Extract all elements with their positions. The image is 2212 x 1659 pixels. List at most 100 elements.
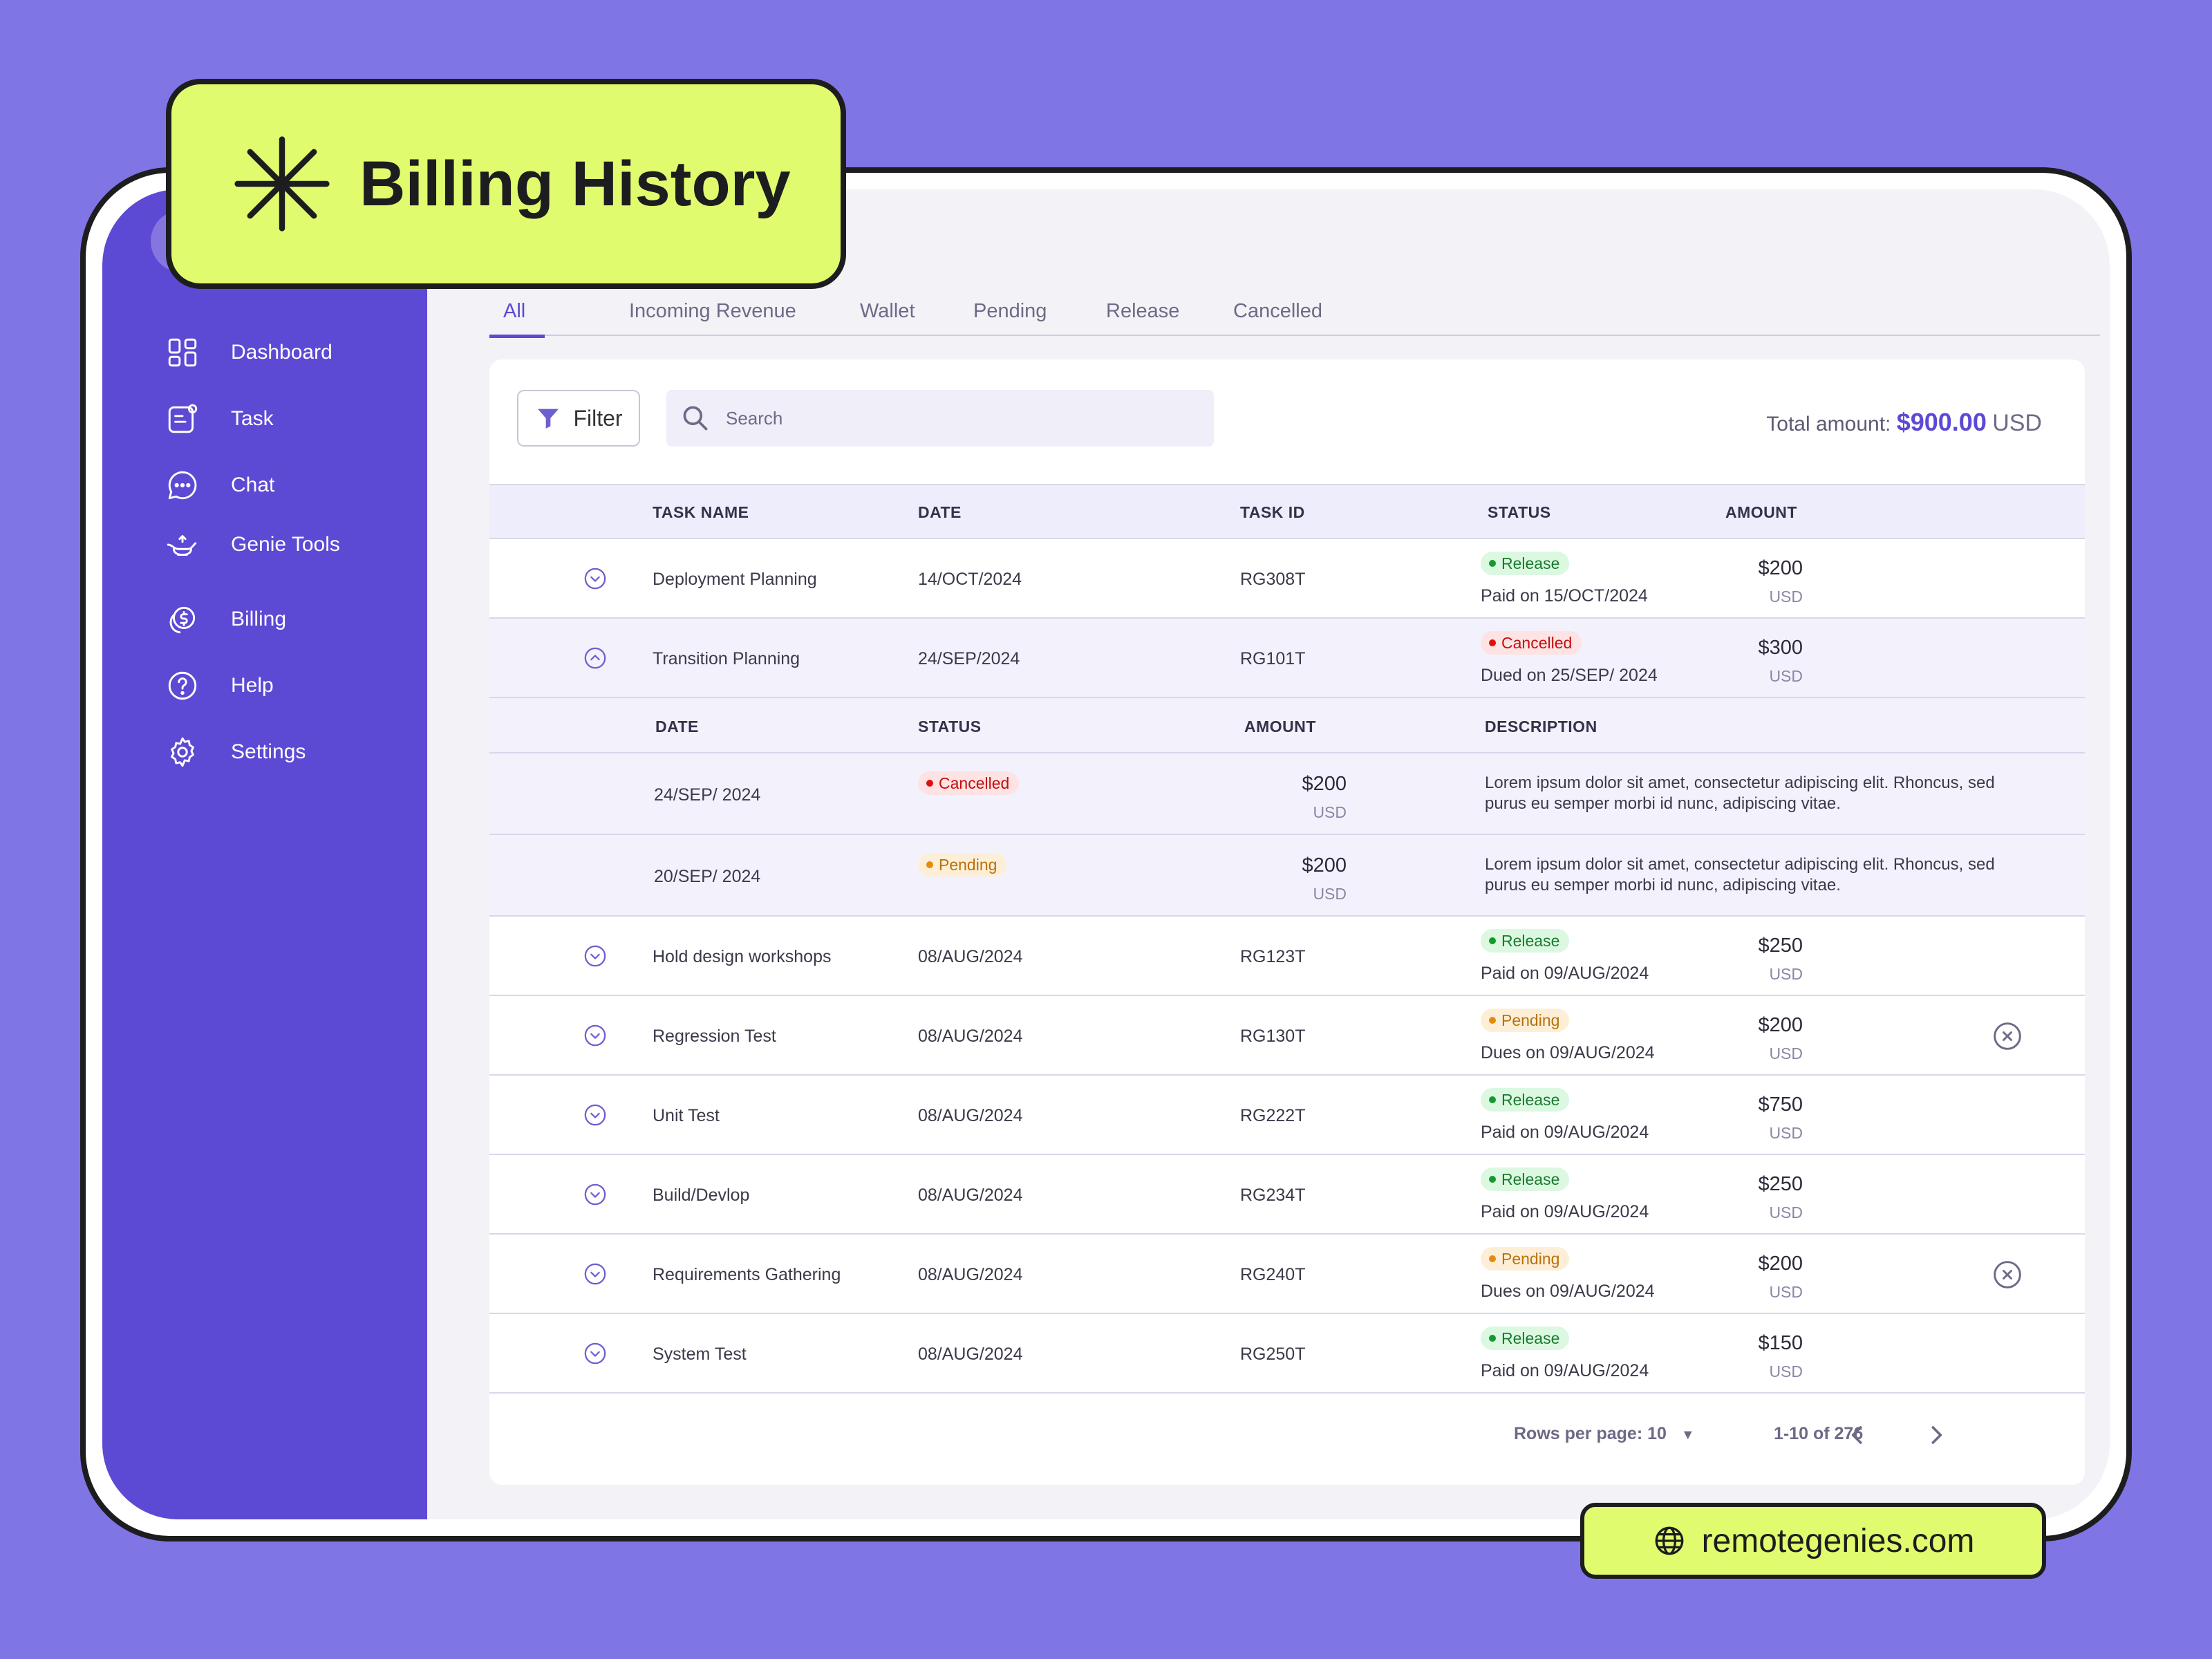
- cancel-icon[interactable]: [1992, 1021, 2023, 1051]
- currency: USD: [1769, 1203, 1803, 1221]
- total-label: Total amount:: [1766, 413, 1891, 435]
- task-id: RG101T: [1240, 649, 1306, 668]
- chevron-down-icon[interactable]: [583, 567, 607, 590]
- table-footer: Rows per page: 10 ▼ 1-10 of 276: [489, 1403, 2085, 1465]
- task-date: 08/AUG/2024: [918, 1265, 1023, 1284]
- payment-date: 20/SEP/ 2024: [654, 867, 761, 886]
- table-row[interactable]: System Test 08/AUG/2024 RG250T Release Paid …: [489, 1313, 2085, 1392]
- rows-per-page-select[interactable]: Rows per page: 10 ▼: [1514, 1424, 1695, 1444]
- amount: $750: [1758, 1094, 1803, 1116]
- tab-cancelled[interactable]: Cancelled: [1233, 300, 1322, 322]
- currency: USD: [1769, 667, 1803, 685]
- sidebar-item-settings[interactable]: Settings: [165, 731, 306, 773]
- tab-wallet[interactable]: Wallet: [860, 300, 915, 322]
- sidebar-item-billing[interactable]: Billing: [165, 599, 286, 640]
- status-note: Paid on 09/AUG/2024: [1481, 964, 1649, 983]
- tab-bar: All Incoming Revenue Wallet Pending Release C…: [489, 272, 2100, 338]
- status-note: Paid on 09/AUG/2024: [1481, 1361, 1649, 1380]
- chevron-down-icon[interactable]: [583, 944, 607, 968]
- total-amount: Total amount: $900.00 USD: [1766, 408, 2042, 437]
- column-header: TASK ID: [1240, 503, 1305, 521]
- sidebar-item-task[interactable]: Task: [165, 398, 274, 440]
- expanded-column-header: DATE: [655, 718, 699, 735]
- table-row[interactable]: Transition Planning 24/SEP/2024 RG101T Canc…: [489, 617, 2085, 697]
- chevron-down-icon[interactable]: [583, 1103, 607, 1127]
- tab-incoming-revenue[interactable]: Incoming Revenue: [629, 300, 796, 322]
- column-header: TASK NAME: [653, 503, 749, 521]
- payment-currency: USD: [1313, 885, 1347, 903]
- page-range: 1-10 of 276: [1774, 1424, 1864, 1443]
- task-date: 08/AUG/2024: [918, 1106, 1023, 1125]
- tab-all[interactable]: All: [503, 300, 526, 322]
- tab-release[interactable]: Release: [1106, 300, 1180, 322]
- task-id: RG240T: [1240, 1265, 1306, 1284]
- table-row[interactable]: Deployment Planning 14/OCT/2024 RG308T Rele…: [489, 538, 2085, 617]
- genie-lamp-icon: [165, 527, 200, 563]
- sidebar-item-dashboard[interactable]: Dashboard: [165, 332, 332, 373]
- sidebar-item-label: Billing: [231, 608, 287, 630]
- active-tab-indicator: [489, 335, 545, 338]
- table-row[interactable]: Build/Devlop 08/AUG/2024 RG234T Release Paid…: [489, 1154, 2085, 1233]
- sidebar-item-help[interactable]: Help: [165, 665, 274, 706]
- status-dot: [1489, 937, 1496, 944]
- status-text: Release: [1501, 1329, 1560, 1347]
- table-row[interactable]: Requirements Gathering 08/AUG/2024 RG240T P…: [489, 1233, 2085, 1313]
- chevron-down-icon[interactable]: [583, 1024, 607, 1047]
- search-input[interactable]: [726, 407, 1210, 429]
- title-sticker: Billing History: [166, 79, 846, 289]
- payment-amount: $200: [1302, 854, 1347, 877]
- sidebar-item-label: Task: [231, 407, 274, 430]
- payment-description: Lorem ipsum dolor sit amet, consectetur …: [1485, 774, 1995, 813]
- sidebar: Dashboard Task Chat Genie Tools Billing …: [102, 189, 427, 1519]
- task-name: Deployment Planning: [653, 570, 817, 589]
- task-name: Build/Devlop: [653, 1185, 750, 1205]
- prev-page-icon[interactable]: [1843, 1420, 1873, 1450]
- status-dot: [1489, 1255, 1496, 1262]
- sidebar-item-label: Dashboard: [231, 341, 332, 364]
- status-text: Pending: [1501, 1011, 1560, 1029]
- currency: USD: [1769, 965, 1803, 983]
- amount: $200: [1758, 557, 1803, 579]
- status-note: Paid on 09/AUG/2024: [1481, 1202, 1649, 1221]
- search-icon: [683, 406, 708, 431]
- search-box[interactable]: [666, 390, 1214, 447]
- currency: USD: [1769, 1362, 1803, 1380]
- page-title: Billing History: [359, 148, 791, 219]
- tab-pending[interactable]: Pending: [973, 300, 1047, 322]
- status-note: Dued on 25/SEP/ 2024: [1481, 666, 1658, 685]
- currency: USD: [1769, 1044, 1803, 1062]
- task-name: Unit Test: [653, 1106, 720, 1125]
- task-date: 08/AUG/2024: [918, 1185, 1023, 1205]
- table-header: TASK NAME DATE TASK ID STATUS AMOUNT: [489, 484, 2085, 538]
- url-badge[interactable]: remotegenies.com: [1580, 1503, 2046, 1579]
- next-page-icon[interactable]: [1920, 1420, 1951, 1450]
- table-row[interactable]: Hold design workshops 08/AUG/2024 RG123T Re…: [489, 915, 2085, 995]
- status-badge: Release: [1481, 1168, 1570, 1191]
- task-name: Regression Test: [653, 1027, 776, 1046]
- sidebar-item-label: Genie Tools: [231, 533, 340, 556]
- status-text: Release: [1501, 554, 1560, 572]
- sidebar-item-genie-tools[interactable]: Genie Tools: [165, 524, 340, 565]
- chevron-down-icon[interactable]: [583, 1342, 607, 1365]
- url-text: remotegenies.com: [1701, 1522, 1975, 1559]
- sidebar-item-chat[interactable]: Chat: [165, 465, 274, 506]
- status-text: Release: [1501, 1090, 1560, 1109]
- chevron-up-icon[interactable]: [583, 646, 607, 670]
- task-id: RG222T: [1240, 1106, 1306, 1125]
- status-badge: Release: [1481, 1327, 1570, 1350]
- filter-icon: [538, 409, 559, 429]
- cancel-icon[interactable]: [1992, 1259, 2023, 1290]
- table-row[interactable]: Unit Test 08/AUG/2024 RG222T Release Paid on…: [489, 1074, 2085, 1154]
- filter-button[interactable]: Filter: [517, 390, 640, 447]
- sidebar-item-label: Help: [231, 674, 274, 697]
- chevron-down-icon[interactable]: [583, 1262, 607, 1286]
- table-bottom-border: [489, 1392, 2085, 1394]
- sparkle-icon: [234, 136, 330, 232]
- chevron-down-icon[interactable]: [583, 1183, 607, 1206]
- table-row[interactable]: Regression Test 08/AUG/2024 RG130T Pending D…: [489, 995, 2085, 1074]
- task-icon: [165, 401, 200, 437]
- status-text: Release: [1501, 1170, 1560, 1188]
- expanded-column-header: DESCRIPTION: [1485, 718, 1597, 735]
- task-id: RG130T: [1240, 1027, 1306, 1046]
- column-header: STATUS: [1488, 503, 1551, 521]
